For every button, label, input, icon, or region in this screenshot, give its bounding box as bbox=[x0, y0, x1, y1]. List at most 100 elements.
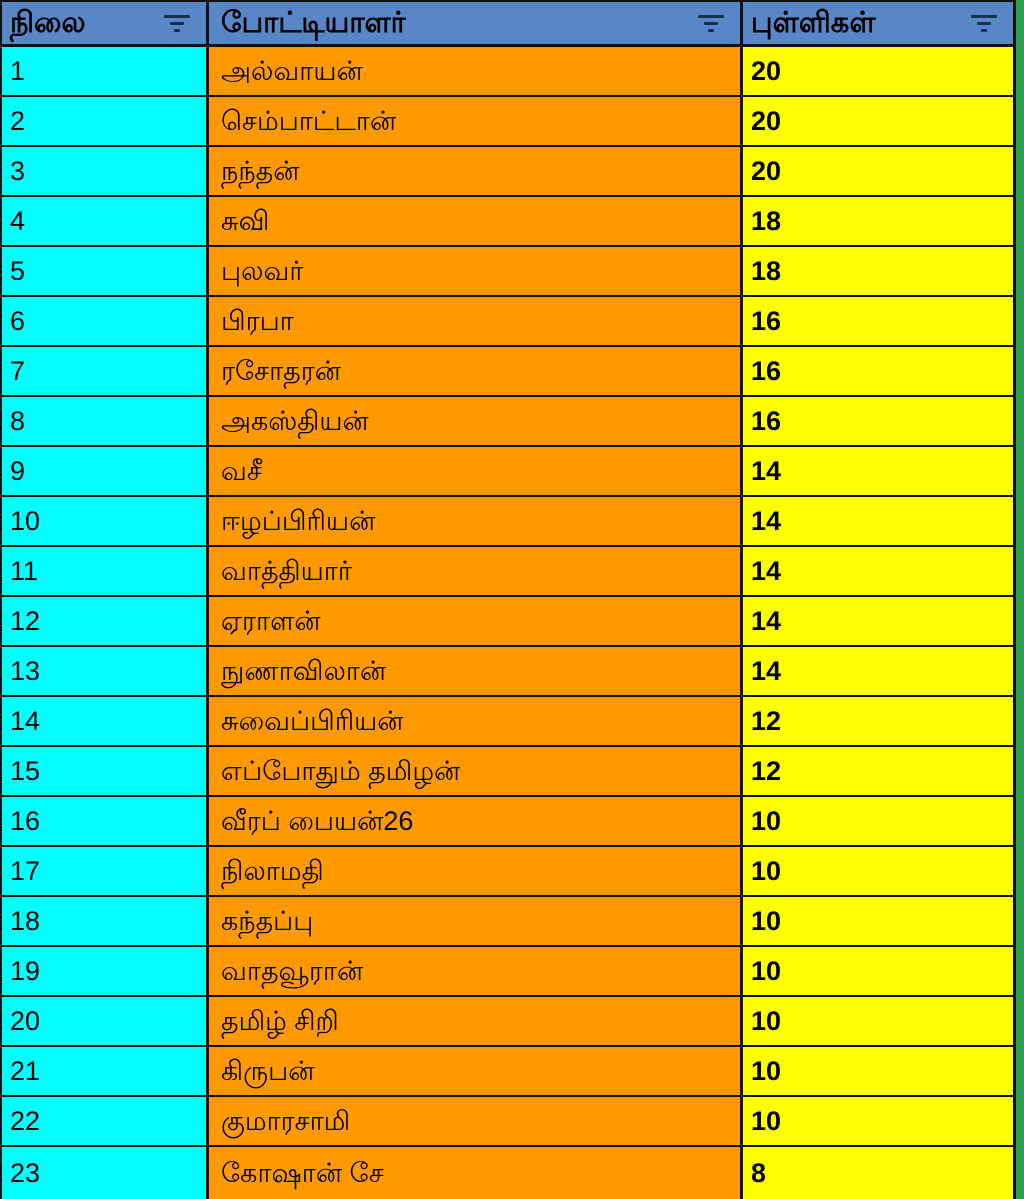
rank-cell[interactable]: 3 bbox=[2, 147, 209, 197]
points-cell[interactable]: 20 bbox=[743, 47, 1016, 97]
rank-value: 19 bbox=[10, 955, 41, 986]
table-row: 6 பிரபா 16 bbox=[2, 297, 1016, 347]
rank-cell[interactable]: 6 bbox=[2, 297, 209, 347]
points-cell[interactable]: 14 bbox=[743, 447, 1016, 497]
rank-value: 15 bbox=[10, 755, 41, 786]
rank-cell[interactable]: 2 bbox=[2, 97, 209, 147]
rank-cell[interactable]: 16 bbox=[2, 797, 209, 847]
competitor-cell[interactable]: வாத்தியார் bbox=[209, 547, 743, 597]
competitor-cell[interactable]: செம்பாட்டான் bbox=[209, 97, 743, 147]
competitor-cell[interactable]: சுவி bbox=[209, 197, 743, 247]
points-cell[interactable]: 10 bbox=[743, 947, 1016, 997]
points-cell[interactable]: 10 bbox=[743, 1047, 1016, 1097]
rank-cell[interactable]: 1 bbox=[2, 47, 209, 97]
rank-cell[interactable]: 15 bbox=[2, 747, 209, 797]
filter-icon[interactable] bbox=[971, 14, 997, 32]
points-cell[interactable]: 8 bbox=[743, 1147, 1016, 1199]
adjacent-column-edge bbox=[1016, 0, 1024, 1199]
rank-cell[interactable]: 9 bbox=[2, 447, 209, 497]
rank-value: 8 bbox=[10, 405, 26, 436]
competitor-name: அல்வாயன் bbox=[221, 55, 363, 86]
points-value: 10 bbox=[751, 1005, 782, 1036]
rank-cell[interactable]: 18 bbox=[2, 897, 209, 947]
rank-cell[interactable]: 21 bbox=[2, 1047, 209, 1097]
rank-cell[interactable]: 4 bbox=[2, 197, 209, 247]
rank-value: 23 bbox=[10, 1157, 41, 1188]
points-cell[interactable]: 18 bbox=[743, 247, 1016, 297]
competitor-cell[interactable]: தமிழ் சிறி bbox=[209, 997, 743, 1047]
competitor-cell[interactable]: புலவர் bbox=[209, 247, 743, 297]
points-cell[interactable]: 14 bbox=[743, 497, 1016, 547]
rank-cell[interactable]: 12 bbox=[2, 597, 209, 647]
competitor-name: வீரப் பையன்26 bbox=[221, 805, 414, 836]
points-cell[interactable]: 10 bbox=[743, 997, 1016, 1047]
competitor-cell[interactable]: ஈழப்பிரியன் bbox=[209, 497, 743, 547]
competitor-name: நந்தன் bbox=[221, 155, 300, 186]
points-cell[interactable]: 10 bbox=[743, 847, 1016, 897]
points-cell[interactable]: 16 bbox=[743, 347, 1016, 397]
points-value: 20 bbox=[751, 105, 782, 136]
competitor-cell[interactable]: கந்தப்பு bbox=[209, 897, 743, 947]
competitor-cell[interactable]: எப்போதும் தமிழன் bbox=[209, 747, 743, 797]
points-cell[interactable]: 12 bbox=[743, 697, 1016, 747]
rank-cell[interactable]: 8 bbox=[2, 397, 209, 447]
competitor-cell[interactable]: அகஸ்தியன் bbox=[209, 397, 743, 447]
competitor-name: வாத்தியார் bbox=[221, 555, 353, 586]
table-row: 12 ஏராளன் 14 bbox=[2, 597, 1016, 647]
rank-cell[interactable]: 17 bbox=[2, 847, 209, 897]
points-cell[interactable]: 10 bbox=[743, 897, 1016, 947]
competitor-cell[interactable]: ரசோதரன் bbox=[209, 347, 743, 397]
rank-cell[interactable]: 19 bbox=[2, 947, 209, 997]
filter-icon[interactable] bbox=[698, 14, 724, 32]
rank-value: 20 bbox=[10, 1005, 41, 1036]
table-row: 4 சுவி 18 bbox=[2, 197, 1016, 247]
points-cell[interactable]: 16 bbox=[743, 397, 1016, 447]
points-cell[interactable]: 12 bbox=[743, 747, 1016, 797]
rank-cell[interactable]: 11 bbox=[2, 547, 209, 597]
rank-cell[interactable]: 14 bbox=[2, 697, 209, 747]
points-cell[interactable]: 10 bbox=[743, 1097, 1016, 1147]
points-cell[interactable]: 10 bbox=[743, 797, 1016, 847]
competitor-name: ஏராளன் bbox=[221, 605, 321, 636]
competitor-cell[interactable]: ஏராளன் bbox=[209, 597, 743, 647]
table-row: 11 வாத்தியார் 14 bbox=[2, 547, 1016, 597]
competitor-cell[interactable]: வீரப் பையன்26 bbox=[209, 797, 743, 847]
competitor-cell[interactable]: நிலாமதி bbox=[209, 847, 743, 897]
competitor-name: குமாரசாமி bbox=[221, 1105, 351, 1136]
rank-cell[interactable]: 10 bbox=[2, 497, 209, 547]
competitor-cell[interactable]: சுவைப்பிரியன் bbox=[209, 697, 743, 747]
competitor-cell[interactable]: கிருபன் bbox=[209, 1047, 743, 1097]
filter-icon[interactable] bbox=[164, 14, 190, 32]
points-cell[interactable]: 14 bbox=[743, 597, 1016, 647]
rank-cell[interactable]: 13 bbox=[2, 647, 209, 697]
competitor-cell[interactable]: கோஷான் சே bbox=[209, 1147, 743, 1199]
rank-value: 16 bbox=[10, 805, 41, 836]
column-header-rank: நிலை bbox=[2, 2, 209, 47]
points-cell[interactable]: 16 bbox=[743, 297, 1016, 347]
competitor-cell[interactable]: வாதவூரான் bbox=[209, 947, 743, 997]
rank-cell[interactable]: 22 bbox=[2, 1097, 209, 1147]
rank-cell[interactable]: 20 bbox=[2, 997, 209, 1047]
competitor-cell[interactable]: நந்தன் bbox=[209, 147, 743, 197]
competitor-name: வசீ bbox=[221, 455, 262, 486]
competitor-cell[interactable]: குமாரசாமி bbox=[209, 1097, 743, 1147]
points-value: 16 bbox=[751, 305, 782, 336]
points-cell[interactable]: 20 bbox=[743, 97, 1016, 147]
table-row: 7 ரசோதரன் 16 bbox=[2, 347, 1016, 397]
competitor-cell[interactable]: நுணாவிலான் bbox=[209, 647, 743, 697]
competitor-cell[interactable]: அல்வாயன் bbox=[209, 47, 743, 97]
rank-value: 6 bbox=[10, 305, 26, 336]
points-cell[interactable]: 14 bbox=[743, 647, 1016, 697]
rank-cell[interactable]: 5 bbox=[2, 247, 209, 297]
rank-cell[interactable]: 23 bbox=[2, 1147, 209, 1199]
points-value: 10 bbox=[751, 855, 782, 886]
points-value: 12 bbox=[751, 755, 782, 786]
points-cell[interactable]: 18 bbox=[743, 197, 1016, 247]
points-cell[interactable]: 14 bbox=[743, 547, 1016, 597]
rank-value: 14 bbox=[10, 705, 41, 736]
competitor-cell[interactable]: வசீ bbox=[209, 447, 743, 497]
competitor-cell[interactable]: பிரபா bbox=[209, 297, 743, 347]
points-cell[interactable]: 20 bbox=[743, 147, 1016, 197]
rank-cell[interactable]: 7 bbox=[2, 347, 209, 397]
